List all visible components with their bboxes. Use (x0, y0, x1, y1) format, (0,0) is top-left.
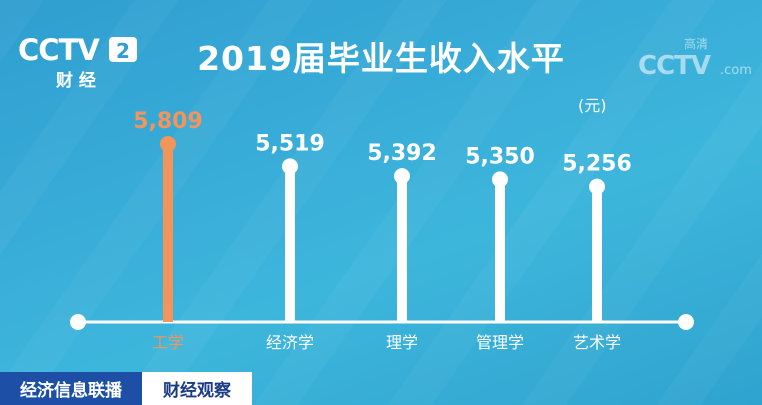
bar-cap-dot (160, 136, 176, 152)
bar-cap-dot (492, 171, 508, 188)
category-label: 经济学 (266, 333, 314, 352)
chart-title: 2019届毕业生收入水平 (197, 39, 565, 78)
data-label: 5,392 (367, 141, 437, 166)
bar-cap-dot (589, 178, 605, 195)
cctv-com-watermark: 高清 CCTV .com (638, 36, 752, 81)
unit-label: (元) (578, 96, 607, 115)
data-label: 5,809 (133, 109, 203, 134)
data-label: 5,350 (465, 144, 535, 169)
logo-channel-number: 2 (116, 39, 130, 63)
category-label: 管理学 (476, 333, 524, 352)
bottom-banner: 经济信息联播 财经观察 (0, 372, 762, 405)
x-axis-left-cap (70, 314, 86, 330)
program-name: 经济信息联播 (0, 372, 142, 405)
segment-name: 财经观察 (142, 372, 252, 405)
category-label: 工学 (152, 333, 184, 352)
data-label: 5,519 (255, 131, 325, 156)
logo-cctv-text: CCTV (18, 33, 100, 67)
bar-cap-dot (282, 158, 298, 175)
watermark-tag: 高清 (684, 36, 708, 51)
cctv-finance-logo: CCTV 2 财 经 (18, 33, 137, 91)
data-label: 5,256 (562, 152, 632, 177)
category-label: 理学 (386, 333, 418, 352)
bar-cap-dot (394, 168, 410, 185)
x-axis-right-cap (678, 314, 694, 330)
watermark-com-text: .com (720, 63, 752, 78)
category-label: 艺术学 (573, 333, 621, 352)
logo-channel-name: 财 经 (55, 70, 96, 91)
watermark-cctv-text: CCTV (638, 51, 711, 81)
bar-chart: 5,809 工学 5,519 经济学 5,392 理学 5,350 管理学 5,256 艺术学 (70, 109, 694, 352)
